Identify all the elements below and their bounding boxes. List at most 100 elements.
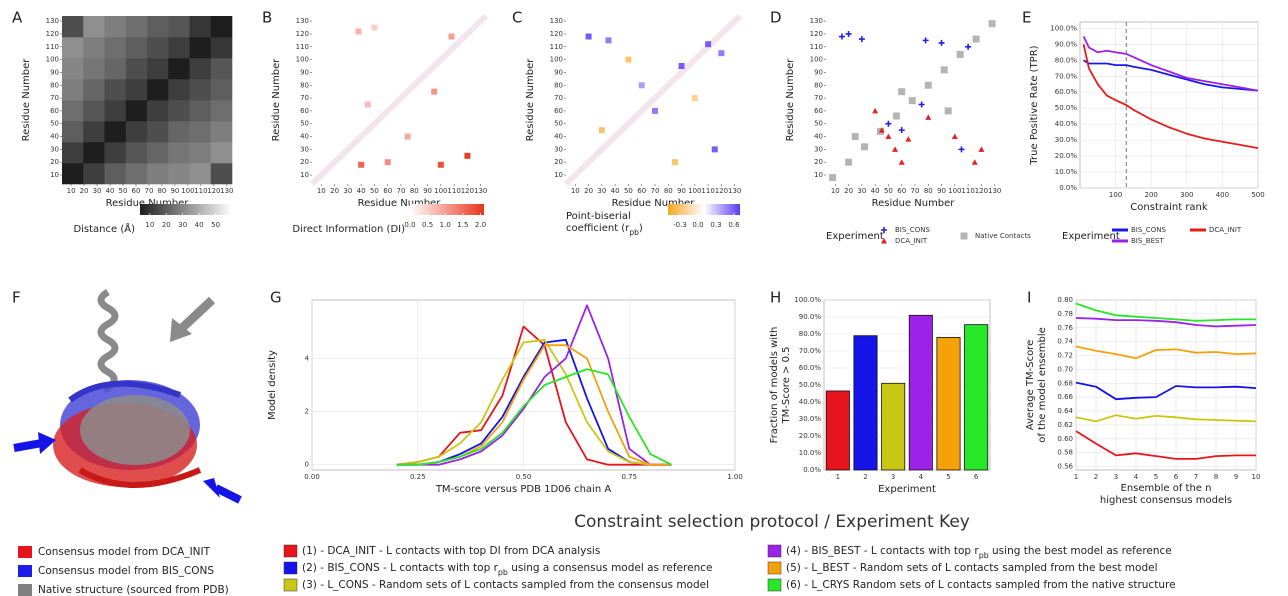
contact-point: [718, 50, 725, 57]
key-item: (4) - BIS_BEST - L contacts with top rpb…: [786, 545, 1172, 560]
x-tick-label: 100: [1109, 191, 1122, 199]
colorbar-tick-label: 1.0: [440, 221, 451, 229]
key-item-part: using a consensus model as reference: [508, 562, 713, 574]
y-tick-label: 100: [46, 56, 59, 64]
scatter-point: [918, 101, 925, 108]
legend-swatch: [18, 565, 32, 577]
y-tick-label: 20: [300, 158, 309, 166]
contact-point: [605, 37, 612, 44]
key-item-group: (3) - L_CONS - Random sets of L contacts…: [302, 579, 709, 591]
y-tick-label: 60.0%: [799, 364, 822, 372]
y-tick-label: 110: [810, 43, 823, 51]
colorbar-tick-label: 20: [162, 221, 171, 229]
colorbar-tick-label: -0.3: [673, 221, 687, 229]
scatter-point: [885, 120, 892, 127]
scatter-point: [892, 112, 900, 120]
y-tick-label: 90: [554, 68, 563, 76]
contact-point: [585, 33, 592, 40]
scatter-point: [944, 107, 952, 115]
y-tick-label: 0.80: [1057, 296, 1073, 304]
y-tick-label: 0.70: [1057, 365, 1073, 373]
x-tick-label: 90: [937, 187, 946, 195]
contact-point: [404, 133, 411, 140]
series-line: [1075, 345, 1257, 360]
heatmap-cell: [189, 142, 212, 164]
x-axis-title: Experiment: [878, 484, 936, 495]
x-tick-label: 110: [701, 187, 714, 195]
x-tick-label: 6: [1174, 473, 1179, 481]
heatmap-cell: [83, 79, 105, 101]
panel-letter: E: [1022, 9, 1031, 27]
x-tick-label: 100: [688, 187, 701, 195]
y-tick-label: 0.68: [1057, 379, 1073, 387]
y-tick-label: 90: [300, 68, 309, 76]
x-tick-label: 60: [897, 187, 906, 195]
x-tick-label: 10: [1252, 473, 1261, 481]
key-item: (3) - L_CONS - Random sets of L contacts…: [302, 579, 709, 591]
x-tick-label: 130: [728, 187, 741, 195]
scatter-point: [898, 127, 905, 134]
key-item: (2) - BIS_CONS - L contacts with top rpb…: [302, 562, 712, 577]
heatmap-cell: [147, 163, 169, 185]
y-tick-label: 0.78: [1057, 310, 1073, 318]
colorbar: [140, 204, 232, 215]
x-axis-title-group: Residue Number: [612, 198, 696, 209]
y-axis-title: Residue Number: [21, 58, 32, 142]
contact-point: [691, 95, 698, 102]
heatmap-cell: [125, 100, 148, 122]
y-tick-label: 40: [300, 133, 309, 141]
y-tick-label: 110: [46, 43, 59, 51]
colorbar-title-group: Distance (Å): [73, 222, 135, 235]
x-tick-label: 8: [1214, 473, 1218, 481]
y-tick-label: 20: [814, 158, 823, 166]
key-swatch: [767, 561, 782, 575]
scatter-point: [978, 146, 985, 152]
scatter-point: [878, 127, 885, 133]
panel-letter: H: [770, 289, 781, 307]
y-axis-title: Residue Number: [785, 58, 796, 142]
x-axis-title: Residue Number: [106, 198, 190, 209]
y-tick-label: 50: [814, 120, 823, 128]
y-tick-label: 10: [554, 171, 563, 179]
plot-background: [1075, 299, 1257, 471]
scatter-point: [861, 143, 869, 151]
bar: [881, 382, 906, 471]
x-tick-label: 20: [844, 187, 853, 195]
series-line: [396, 304, 672, 466]
y-axis-title: Average TM-Score: [1025, 340, 1036, 431]
x-axis-title: TM-score versus PDB 1D06 chain A: [435, 484, 612, 495]
y-tick-label: 120: [296, 30, 309, 38]
panel-letter: C: [512, 9, 522, 27]
y-tick-label: 120: [46, 30, 59, 38]
x-tick-label: 4: [919, 473, 924, 481]
x-tick-label: 300: [1180, 191, 1193, 199]
x-axis-title: Constraint rank: [1130, 202, 1208, 213]
heatmap-cell: [62, 142, 84, 164]
heatmap-cell: [189, 58, 212, 80]
scatter-point: [908, 97, 916, 105]
scatter-point: [965, 43, 972, 50]
scatter-point: [988, 20, 996, 28]
y-tick-label: 0.0%: [1059, 184, 1077, 192]
y-tick-label: 130: [550, 17, 563, 25]
x-tick-label: 10: [571, 187, 580, 195]
x-axis-title-group: Constraint rank: [1130, 202, 1208, 213]
heatmap-cell: [104, 79, 127, 101]
heatmap-cell: [147, 16, 169, 38]
colorbar-title-part: coefficient (r: [566, 223, 630, 234]
heatmap-cell: [83, 142, 105, 164]
y-tick-label: 50.0%: [1055, 104, 1078, 112]
y-tick-label: 0: [305, 461, 309, 469]
heatmap-cell: [83, 163, 105, 185]
legend-label: Native structure (sourced from PDB): [38, 584, 229, 596]
y-tick-label: 50: [554, 120, 563, 128]
heatmap-cell: [168, 142, 190, 164]
x-tick-label: 80: [410, 187, 419, 195]
y-tick-label: 40.0%: [1055, 120, 1078, 128]
x-tick-label: 70: [397, 187, 406, 195]
arrow-head: [38, 432, 56, 454]
y-tick-label: 50: [300, 120, 309, 128]
y-tick-label: 80.0%: [799, 330, 822, 338]
